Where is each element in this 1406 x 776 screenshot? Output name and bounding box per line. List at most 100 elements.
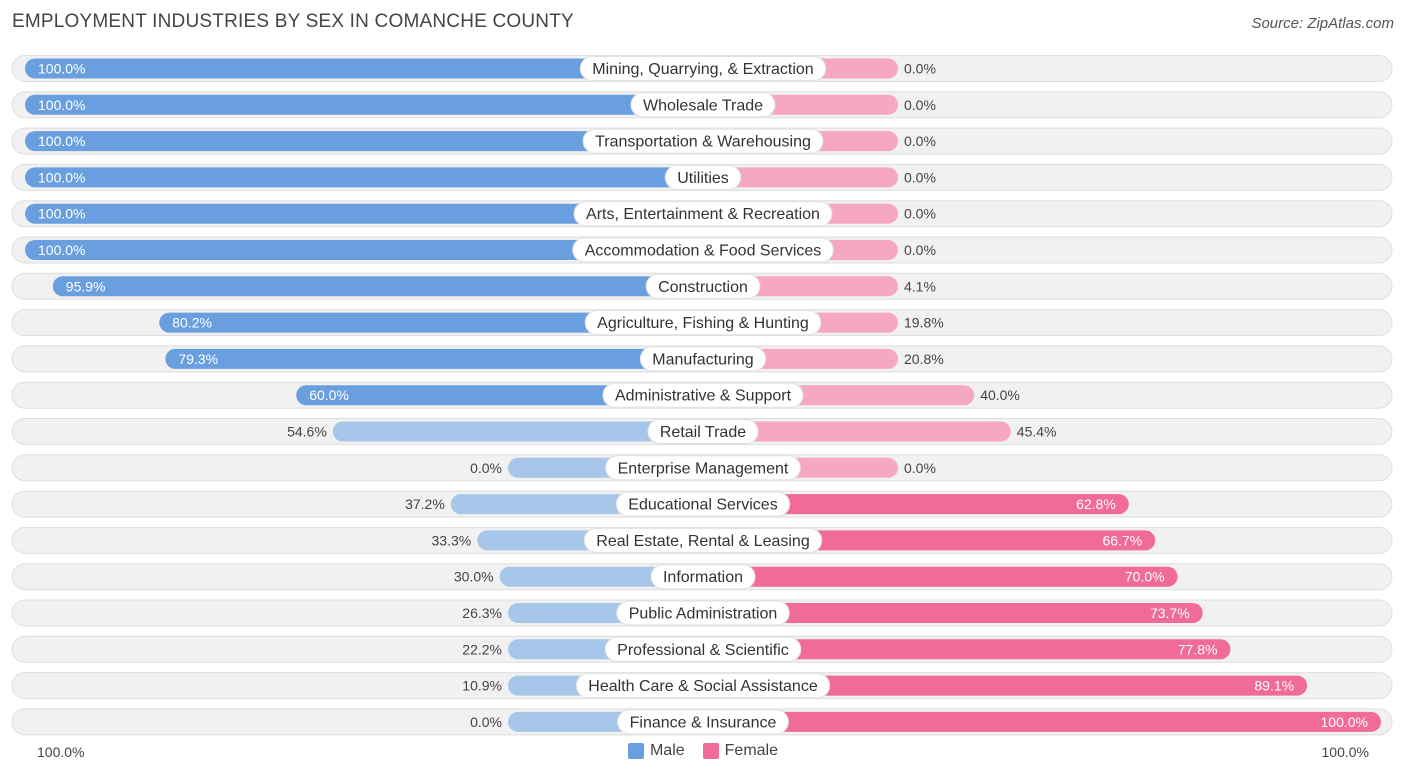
female-value-label: 0.0% [904, 169, 936, 185]
female-value-label: 0.0% [904, 133, 936, 149]
female-bar [703, 711, 1381, 732]
female-bar [703, 603, 1203, 623]
category-label: Construction [658, 279, 748, 296]
chart-row[interactable]: Construction 95.9% 4.1% [11, 272, 1393, 300]
category-pill [602, 382, 804, 408]
category-label: Retail Trade [660, 424, 746, 441]
chart-row[interactable]: Arts, Entertainment & Recreation 100.0% 0.… [11, 200, 1393, 228]
chart-row[interactable]: Educational Services 37.2% 62.8% [11, 490, 1393, 518]
category-pill [645, 273, 761, 299]
category-pill [575, 673, 831, 699]
category-label: Wholesale Trade [643, 97, 763, 114]
male-value-label: 22.2% [462, 641, 502, 657]
female-value-label: 0.0% [904, 242, 936, 258]
legend-swatch-male [627, 743, 644, 759]
male-value-label: 26.3% [462, 605, 502, 621]
female-bar [703, 675, 1308, 696]
female-value-label: 45.4% [1017, 424, 1057, 440]
male-bar [159, 312, 703, 333]
male-value-label: 100.0% [38, 97, 85, 113]
male-value-label: 10.9% [462, 678, 502, 694]
female-value-label: 0.0% [904, 97, 936, 113]
female-value-label: 62.8% [1076, 496, 1116, 512]
category-label: Health Care & Social Assistance [588, 678, 818, 695]
male-bar [296, 385, 703, 406]
category-label: Mining, Quarrying, & Extraction [592, 61, 813, 78]
chart-row[interactable]: Manufacturing 79.3% 20.8% [11, 345, 1393, 373]
chart-row[interactable]: Accommodation & Food Services 100.0% 0.0% [11, 236, 1393, 264]
chart-row[interactable]: Retail Trade 54.6% 45.4% [11, 418, 1393, 445]
category-pill [582, 128, 824, 154]
female-value-label: 0.0% [904, 206, 936, 222]
legend-item-female[interactable]: Female [702, 742, 779, 760]
chart-row[interactable]: Health Care & Social Assistance 10.9% 89.1… [11, 672, 1393, 700]
male-value-label: 0.0% [470, 714, 502, 730]
category-label: Real Estate, Rental & Leasing [596, 533, 809, 550]
chart-row[interactable]: Wholesale Trade 100.0% 0.0% [11, 91, 1393, 119]
male-value-label: 37.2% [405, 496, 445, 512]
legend: Male Female [0, 742, 1406, 760]
category-pill [617, 709, 789, 735]
category-pill [647, 419, 759, 444]
category-pill [604, 636, 802, 662]
male-value-label: 79.3% [178, 351, 218, 367]
category-pill [615, 491, 791, 517]
category-pill [639, 346, 767, 372]
category-label: Arts, Entertainment & Recreation [586, 206, 820, 223]
category-label: Utilities [677, 170, 729, 187]
female-value-label: 4.1% [904, 278, 936, 294]
female-value-label: 0.0% [904, 61, 936, 77]
chart-row[interactable]: Public Administration 26.3% 73.7% [11, 599, 1393, 627]
category-pill [572, 237, 834, 263]
source-note: Source: ZipAtlas.com [1251, 15, 1394, 32]
male-value-label: 95.9% [66, 278, 106, 294]
axis-left-label: 100.0% [37, 744, 85, 760]
male-value-label: 0.0% [470, 460, 502, 476]
female-bar [703, 167, 898, 188]
female-value-label: 73.7% [1150, 605, 1190, 621]
legend-item-male[interactable]: Male [627, 742, 685, 760]
female-value-label: 89.1% [1254, 678, 1294, 694]
category-label: Finance & Insurance [630, 714, 777, 731]
chart-row[interactable]: Administrative & Support 60.0% 40.0% [11, 381, 1393, 409]
legend-label-female: Female [724, 742, 779, 759]
female-value-label: 0.0% [904, 460, 936, 476]
male-bar [165, 348, 703, 369]
chart-row[interactable]: Real Estate, Rental & Leasing 33.3% 66.7% [11, 526, 1393, 554]
female-value-label: 40.0% [980, 387, 1020, 403]
male-bar [25, 167, 703, 188]
category-label: Information [663, 569, 743, 586]
category-label: Agriculture, Fishing & Hunting [597, 315, 809, 332]
female-value-label: 100.0% [1321, 714, 1368, 730]
chart-row[interactable]: Finance & Insurance 0.0% 100.0% [11, 708, 1393, 736]
chart-row[interactable]: Professional & Scientific 22.2% 77.8% [11, 635, 1393, 663]
male-value-label: 30.0% [454, 569, 494, 585]
female-value-label: 70.0% [1125, 569, 1165, 585]
chart-row[interactable]: Mining, Quarrying, & Extraction 100.0% 0.0… [11, 55, 1393, 82]
category-label: Enterprise Management [618, 460, 789, 477]
male-value-label: 80.2% [172, 315, 212, 331]
male-value-label: 100.0% [38, 242, 85, 258]
female-bar [703, 421, 1011, 442]
male-bar [25, 58, 703, 79]
chart-row[interactable]: Transportation & Warehousing 100.0% 0.0% [11, 127, 1393, 155]
category-pill [664, 164, 742, 190]
male-value-label: 100.0% [38, 133, 85, 149]
category-label: Accommodation & Food Services [585, 243, 822, 260]
male-value-label: 100.0% [38, 61, 85, 77]
chart-row[interactable]: Agriculture, Fishing & Hunting 80.2% 19.8% [11, 309, 1393, 337]
chart-row[interactable]: Utilities 100.0% 0.0% [11, 163, 1393, 191]
chart-title: EMPLOYMENT INDUSTRIES BY SEX IN COMANCHE… [12, 11, 574, 32]
chart-row[interactable]: Information 30.0% 70.0% [11, 563, 1393, 591]
category-label: Public Administration [629, 606, 778, 623]
male-bar [52, 276, 704, 297]
bar-chart: Mining, Quarrying, & Extraction 100.0% 0.0… [11, 55, 1393, 736]
category-label: Administrative & Support [615, 388, 792, 405]
chart-row[interactable]: Enterprise Management 0.0% 0.0% [11, 454, 1393, 482]
category-label: Manufacturing [652, 351, 753, 368]
category-pill [573, 201, 833, 227]
male-value-label: 100.0% [38, 169, 85, 185]
male-value-label: 60.0% [309, 387, 349, 403]
male-bar [25, 131, 703, 152]
category-pill [583, 527, 823, 553]
